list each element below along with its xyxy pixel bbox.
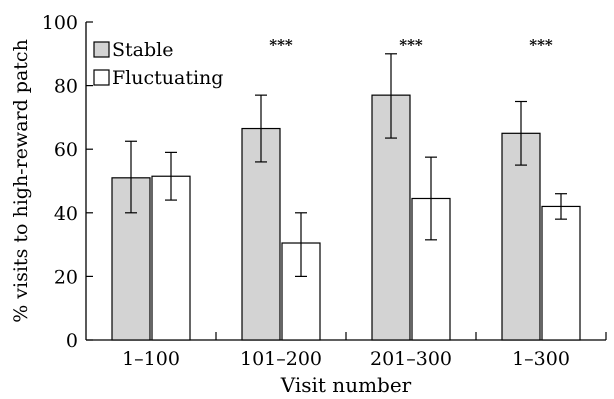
y-axis-label: % visits to high-reward patch <box>10 39 32 323</box>
y-tick-label: 40 <box>54 203 78 225</box>
significance-marker: *** <box>269 36 293 54</box>
bar-fluctuating-3 <box>541 205 581 341</box>
legend-label-stable: Stable <box>112 39 173 61</box>
legend-label-fluctuating: Fluctuating <box>112 67 223 89</box>
x-tick-label: 201–300 <box>370 348 452 370</box>
bar-fluctuating-0 <box>151 175 191 341</box>
plot-area: 0 20 40 60 80 100 1–100 101–200 *** 201–300 *** 1–3… <box>42 12 607 370</box>
y-tick-label: 80 <box>54 76 78 98</box>
legend-swatch-fluctuating <box>93 69 110 86</box>
bar-stable-3 <box>501 132 541 341</box>
significance-marker: *** <box>399 36 423 54</box>
significance-marker: *** <box>529 36 553 54</box>
y-tick-label: 100 <box>42 12 78 34</box>
x-axis-label: Visit number <box>280 373 412 397</box>
x-tick-label: 1–100 <box>122 348 180 370</box>
legend: Stable Fluctuating <box>93 39 223 89</box>
y-tick-label: 0 <box>66 330 78 352</box>
y-tick-label: 60 <box>54 139 78 161</box>
legend-swatch-stable <box>93 41 110 58</box>
x-tick-label: 101–200 <box>240 348 322 370</box>
y-tick-label: 20 <box>54 266 78 288</box>
x-tick-label: 1–300 <box>512 348 570 370</box>
